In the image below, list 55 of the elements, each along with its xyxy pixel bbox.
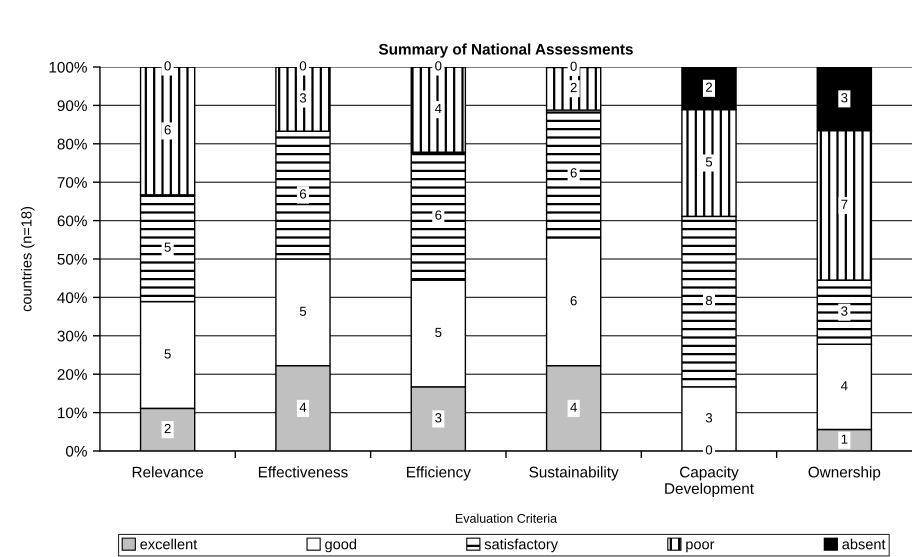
legend-label: satisfactory [484,538,558,552]
annotation: 5 [300,306,306,316]
annotation: 1 [842,434,848,444]
y-tick-label: 50% [57,254,87,265]
y-axis-title: countries (n=18) [20,207,34,312]
annotation: 2 [706,82,712,92]
x-tick-label: Relevance [132,466,204,478]
annotation: 6 [435,210,442,220]
annotation: 3 [841,93,848,102]
y-tick-label: 90% [58,100,87,112]
annotation: 4 [300,402,306,412]
annotation: 6 [570,296,577,306]
annotation: 8 [706,296,712,306]
annotation: 2 [570,82,577,92]
annotation: 0 [435,61,442,71]
annotation: 3 [300,93,306,103]
annotation: 3 [841,306,848,316]
annotation: 5 [164,242,171,252]
annotation: 4 [570,402,577,412]
y-tick-label: 0% [66,446,87,457]
annotation: 0 [164,61,171,71]
annotation: 3 [435,413,442,422]
y-tick-label: 70% [58,177,87,188]
y-tick-label: 100% [50,62,87,73]
annotation: 5 [706,157,712,167]
y-tick-label: 40% [57,292,87,304]
annotation: 0 [300,61,306,71]
legend-label: poor [686,541,714,552]
annotation: 4 [840,381,848,390]
legend-label: excellent [140,538,198,550]
y-tick-label: 60% [58,215,87,226]
annotation: 2 [164,424,171,434]
y-tick-label: 80% [58,138,87,150]
x-tick-label: Efficiency [407,466,471,481]
chart-title: Summary of National Assessments [378,43,633,58]
annotation: 4 [434,104,442,114]
annotation: 7 [841,200,848,209]
annotation: 6 [300,189,306,199]
annotation: 0 [570,62,577,71]
y-tick-label: 30% [57,330,87,342]
y-tick-label: 10% [58,407,87,418]
x-tick-label: Ownership [808,466,880,481]
annotation: 3 [706,413,712,422]
legend-label: good [325,538,356,552]
annotation: 5 [164,349,171,359]
x-tick-label: Capacity Development [665,466,754,497]
annotation: 6 [164,125,171,134]
annotation: 0 [706,445,712,455]
annotation: 6 [570,168,577,178]
x-axis-title: Evaluation Criteria [456,514,558,523]
annotation: 5 [435,328,442,338]
y-tick-label: 20% [58,369,87,380]
x-tick-label: Sustainability [529,466,619,481]
x-tick-label: Effectiveness [258,466,348,478]
legend-label: absent [842,538,886,550]
